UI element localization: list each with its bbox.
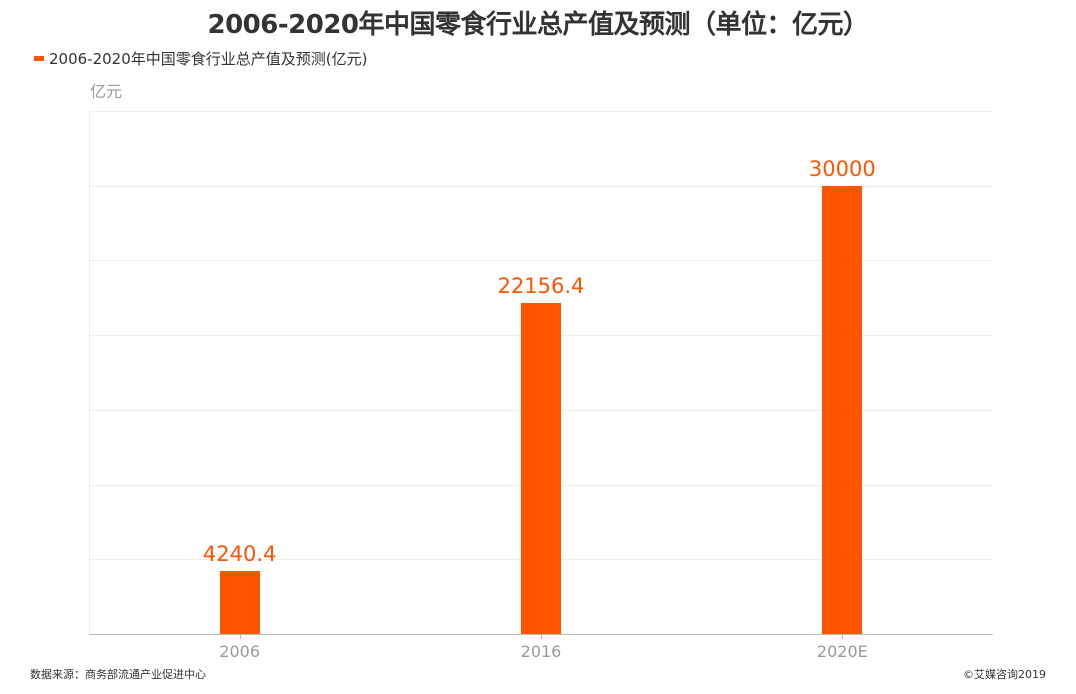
bar-2006[interactable] <box>219 570 260 634</box>
gridline <box>89 111 993 112</box>
bar-2020e[interactable] <box>822 185 863 634</box>
legend-label: 2006-2020年中国零食行业总产值及预测(亿元) <box>49 50 368 68</box>
bar-value-label: 30000 <box>808 156 876 181</box>
bar-value-label: 22156.4 <box>497 273 585 298</box>
bar-2016[interactable] <box>521 302 561 634</box>
chart-title: 2006-2020年中国零食行业总产值及预测（单位：亿元） <box>207 10 869 40</box>
x-tick-mark <box>239 634 241 639</box>
x-tick-mark <box>541 634 542 639</box>
x-tick-label: 2020E <box>816 642 868 661</box>
x-tick-label: 2016 <box>520 642 562 661</box>
bar-value-label: 4240.4 <box>202 541 277 566</box>
legend[interactable]: 2006-2020年中国零食行业总产值及预测(亿元) <box>34 48 367 69</box>
copyright: ©艾媒咨询2019 <box>963 668 1046 681</box>
y-axis-unit-label: 亿元 <box>90 82 123 101</box>
x-tick-mark <box>842 634 844 639</box>
gridline <box>89 185 993 187</box>
legend-swatch-icon <box>34 56 44 61</box>
data-source: 数据来源：商务部流通产业促进中心 <box>30 668 206 681</box>
x-tick-label: 2006 <box>219 642 261 661</box>
gridline <box>89 260 993 262</box>
y-axis-line <box>89 111 90 634</box>
